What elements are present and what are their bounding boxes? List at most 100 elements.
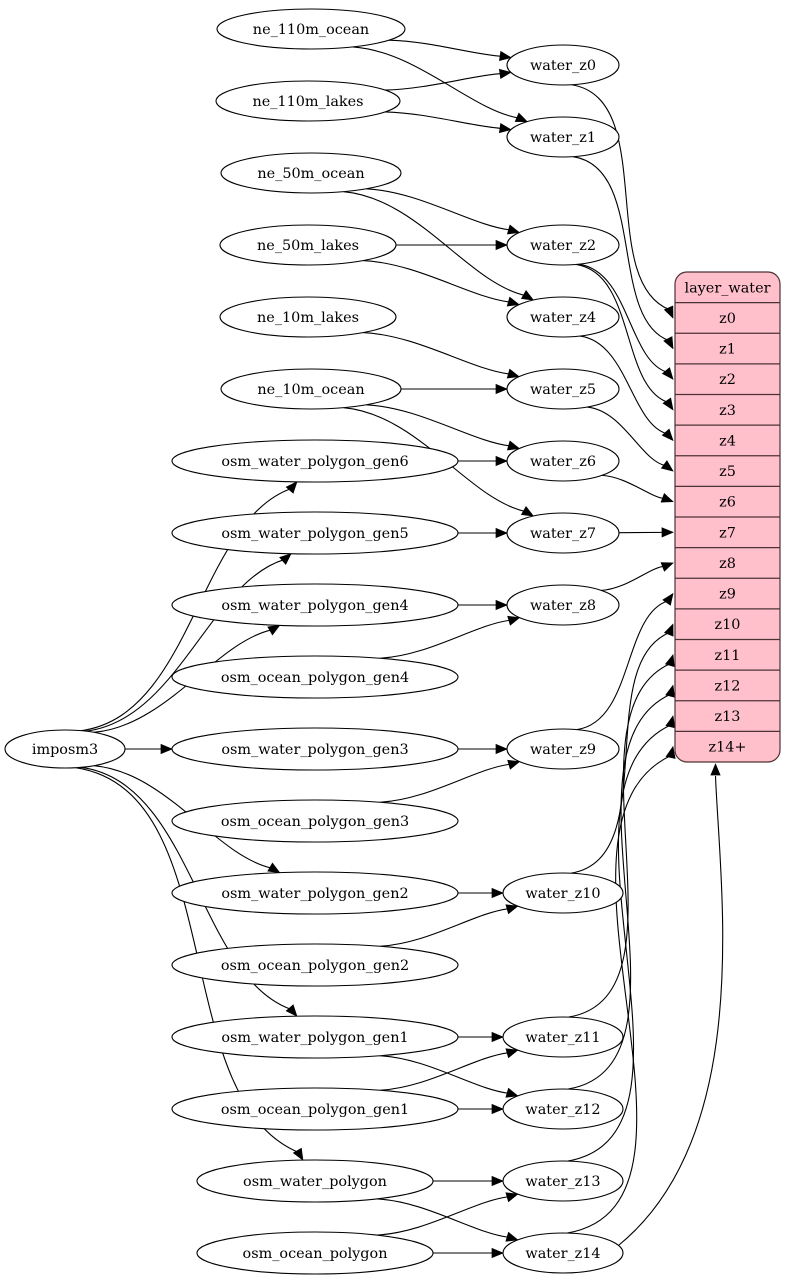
edge-arrowhead <box>514 112 528 122</box>
node-label: water_z1 <box>530 130 596 146</box>
node-osm_water_polygon[interactable]: osm_water_polygon <box>196 1159 434 1203</box>
node-label: water_z13 <box>525 1174 600 1190</box>
node-ellipse <box>171 1087 459 1131</box>
node-ne_50m_ocean[interactable]: ne_50m_ocean <box>220 152 402 194</box>
layer-water-table[interactable]: layer_water z0 z1 z2 z3 z4 z5 z6 z7 z8 z9 z10 z11 z12… <box>674 271 781 763</box>
edge-water_z6-to-layer_water-z6 <box>601 474 665 500</box>
table-row[interactable]: z0 <box>719 311 736 327</box>
node-ne_110m_ocean[interactable]: ne_110m_ocean <box>216 8 406 50</box>
node-label: osm_ocean_polygon <box>243 1246 388 1262</box>
table-row[interactable]: z3 <box>719 403 736 419</box>
node-ellipse <box>506 512 620 554</box>
node-ellipse <box>171 583 459 627</box>
node-ellipse <box>502 1232 624 1274</box>
edge-arrowhead <box>498 122 512 134</box>
edge-ne_10m_ocean-to-water_z6 <box>366 404 511 447</box>
node-label: water_z0 <box>530 58 596 74</box>
node-ellipse <box>196 1159 434 1203</box>
edge-water_z14-to-layer_water-z14+ <box>567 754 672 1234</box>
edge-imposm3-to-osm_water_polygon_gen5 <box>85 559 285 732</box>
table-row-label: z14+ <box>709 740 747 756</box>
table-row[interactable]: z2 <box>719 372 736 388</box>
node-ellipse <box>220 368 402 410</box>
node-ellipse <box>171 727 459 771</box>
node-osm_water_polygon_gen1[interactable]: osm_water_polygon_gen1 <box>171 1015 459 1059</box>
node-ellipse <box>506 440 620 482</box>
node-osm_ocean_polygon_gen1[interactable]: osm_ocean_polygon_gen1 <box>171 1087 459 1131</box>
node-label: osm_ocean_polygon_gen3 <box>221 814 409 830</box>
node-osm_ocean_polygon[interactable]: osm_ocean_polygon <box>196 1231 434 1275</box>
node-osm_water_polygon_gen5[interactable]: osm_water_polygon_gen5 <box>171 511 459 555</box>
node-ne_10m_ocean[interactable]: ne_10m_ocean <box>220 368 402 410</box>
node-label: water_z12 <box>525 1102 600 1118</box>
table-row[interactable]: z1 <box>719 342 736 358</box>
table-row-label: z4 <box>719 433 736 449</box>
node-osm_water_polygon_gen4[interactable]: osm_water_polygon_gen4 <box>171 583 459 627</box>
node-osm_water_polygon_gen2[interactable]: osm_water_polygon_gen2 <box>171 871 459 915</box>
edge-arrowhead <box>506 296 520 307</box>
table-row[interactable]: z9 <box>719 587 736 603</box>
node-osm_ocean_polygon_gen3[interactable]: osm_ocean_polygon_gen3 <box>171 799 459 843</box>
node-label: imposm3 <box>32 742 98 758</box>
node-water_z7[interactable]: water_z7 <box>506 512 620 554</box>
node-ne_50m_lakes[interactable]: ne_50m_lakes <box>219 224 397 266</box>
node-label: ne_10m_ocean <box>257 382 364 398</box>
node-water_z10[interactable]: water_z10 <box>502 872 624 914</box>
table-row[interactable]: z11 <box>715 648 741 664</box>
table-row[interactable]: z13 <box>715 709 741 725</box>
edge-arrowhead <box>520 289 535 301</box>
node-osm_water_polygon_gen3[interactable]: osm_water_polygon_gen3 <box>171 727 459 771</box>
edge-arrowhead <box>665 684 676 698</box>
node-osm_water_polygon_gen6[interactable]: osm_water_polygon_gen6 <box>171 439 459 483</box>
table-row[interactable]: z7 <box>719 525 736 541</box>
node-osm_ocean_polygon_gen4[interactable]: osm_ocean_polygon_gen4 <box>171 655 459 699</box>
table-row[interactable]: z4 <box>719 433 736 449</box>
node-water_z11[interactable]: water_z11 <box>502 1016 624 1058</box>
edge-arrowhead <box>491 1031 504 1043</box>
edge-arrowhead <box>660 492 674 503</box>
node-ne_10m_lakes[interactable]: ne_10m_lakes <box>219 296 397 338</box>
node-label: osm_water_polygon_gen4 <box>221 598 408 614</box>
node-water_z13[interactable]: water_z13 <box>502 1160 624 1202</box>
edge-water_z2-to-layer_water-z3 <box>575 263 669 403</box>
node-water_z5[interactable]: water_z5 <box>506 368 620 410</box>
node-water_z1[interactable]: water_z1 <box>506 116 620 158</box>
edge-osm_ocean_polygon_gen3-to-water_z9 <box>379 763 511 803</box>
node-label: ne_50m_ocean <box>257 166 364 182</box>
edge-arrowhead <box>160 743 173 755</box>
node-ellipse <box>502 872 624 914</box>
edge-ne_110m_ocean-to-water_z0 <box>389 39 503 57</box>
edge-ne_10m_lakes-to-water_z5 <box>363 332 511 375</box>
node-label: water_z4 <box>530 310 596 326</box>
node-water_z2[interactable]: water_z2 <box>506 224 620 266</box>
table-row[interactable]: z8 <box>719 556 736 572</box>
node-label: osm_water_polygon_gen3 <box>221 742 408 758</box>
table-row-label: z10 <box>715 617 741 633</box>
edge-arrowhead <box>662 397 674 411</box>
table-row[interactable]: z14+ <box>709 740 747 756</box>
node-osm_ocean_polygon_gen2[interactable]: osm_ocean_polygon_gen2 <box>171 943 459 987</box>
node-label: water_z5 <box>530 382 596 398</box>
node-water_z9[interactable]: water_z9 <box>506 728 620 770</box>
node-water_z8[interactable]: water_z8 <box>506 584 620 626</box>
table-row-label: z6 <box>719 495 736 511</box>
edge-arrowhead <box>660 460 674 472</box>
edge-arrowhead <box>505 904 519 915</box>
node-imposm3[interactable]: imposm3 <box>4 729 126 769</box>
node-label: osm_ocean_polygon_gen2 <box>221 958 409 974</box>
node-ne_110m_lakes[interactable]: ne_110m_lakes <box>215 80 401 122</box>
node-ellipse <box>171 511 459 555</box>
table-row[interactable]: z5 <box>719 464 736 480</box>
table-row[interactable]: z10 <box>715 617 741 633</box>
node-water_z6[interactable]: water_z6 <box>506 440 620 482</box>
node-ellipse <box>506 44 620 86</box>
node-water_z12[interactable]: water_z12 <box>502 1088 624 1130</box>
node-water_z4[interactable]: water_z4 <box>506 296 620 338</box>
node-water_z0[interactable]: water_z0 <box>506 44 620 86</box>
table-row-label: z8 <box>719 556 736 572</box>
node-ellipse <box>171 943 459 987</box>
node-water_z14[interactable]: water_z14 <box>502 1232 624 1274</box>
edge-arrowhead <box>495 455 508 467</box>
table-row[interactable]: z12 <box>715 678 741 694</box>
table-row[interactable]: z6 <box>719 495 736 511</box>
